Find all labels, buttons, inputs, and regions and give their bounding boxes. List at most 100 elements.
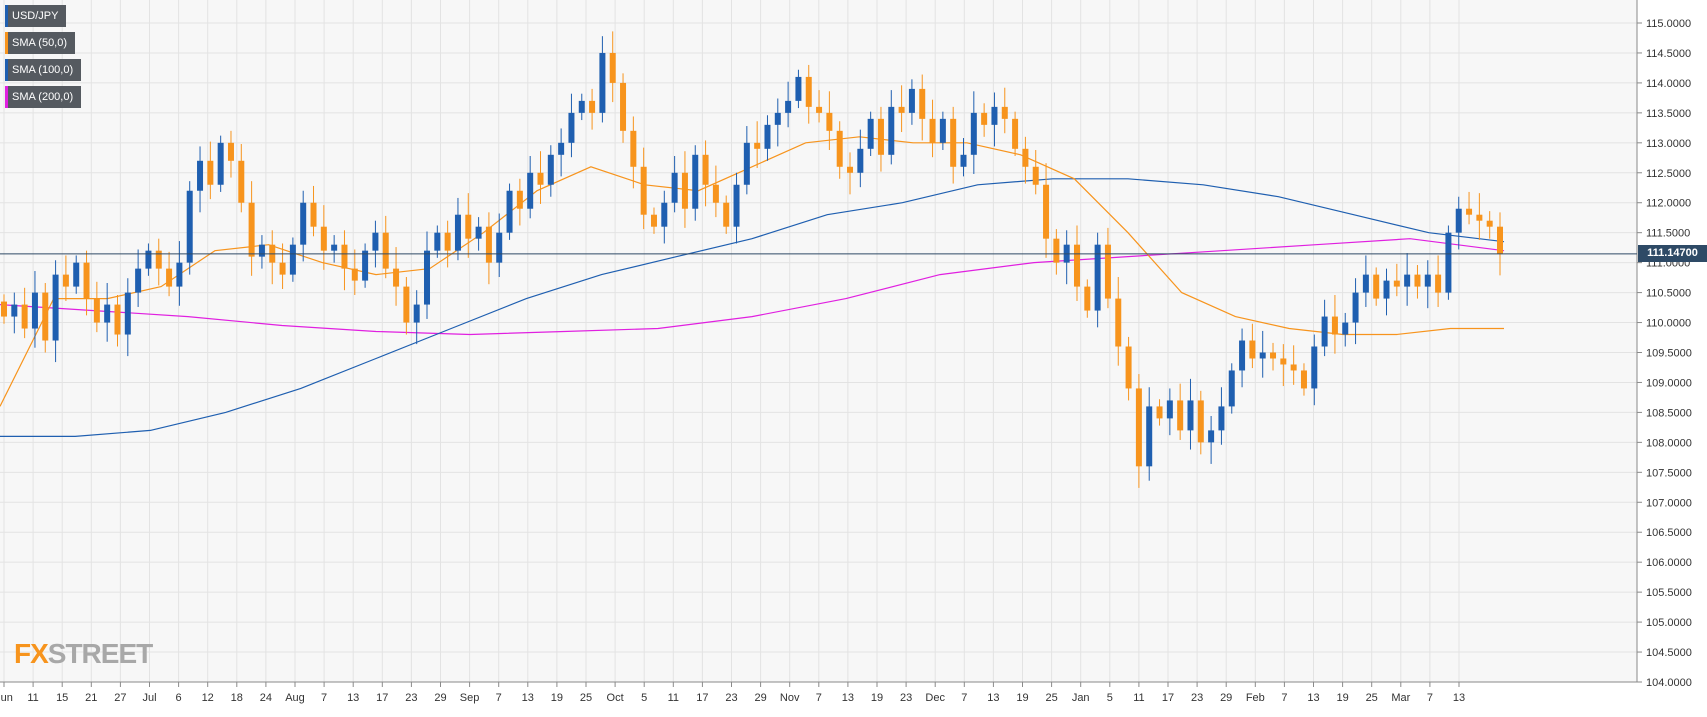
candle-body xyxy=(1362,274,1369,293)
x-tick-label: 7 xyxy=(961,692,967,704)
candle-body xyxy=(589,100,596,113)
candle-body xyxy=(960,154,967,167)
y-tick-label: 110.0000 xyxy=(1646,318,1691,330)
last-price-tag: 111.14700 xyxy=(1638,245,1707,262)
x-tick-label: 21 xyxy=(85,692,97,704)
candle-body xyxy=(816,106,823,113)
candle-body xyxy=(826,112,833,131)
legend: USD/JPY SMA (50,0) SMA (100,0) SMA (200,… xyxy=(5,5,82,113)
candle-body xyxy=(382,232,389,269)
candle-body xyxy=(362,250,369,281)
candle-body xyxy=(1197,400,1204,443)
candle-body xyxy=(733,184,740,227)
candle-body xyxy=(991,106,998,125)
candle-body xyxy=(847,166,854,173)
x-tick-label: 13 xyxy=(522,692,534,704)
x-tick-label: 17 xyxy=(696,692,708,704)
x-tick-label: 19 xyxy=(551,692,563,704)
candle-body xyxy=(723,202,730,227)
candle-body xyxy=(650,214,657,227)
x-tick-label: 27 xyxy=(114,692,126,704)
candle-body xyxy=(227,142,234,161)
x-tick-label: 13 xyxy=(842,692,854,704)
x-tick-label: 13 xyxy=(347,692,359,704)
x-tick-label: Jul xyxy=(142,692,156,704)
y-tick-label: 111.5000 xyxy=(1646,228,1690,240)
candle-body xyxy=(207,160,214,185)
x-tick-label: 25 xyxy=(1366,692,1378,704)
candle-body xyxy=(558,142,565,155)
candle-body xyxy=(217,142,224,185)
candle-body xyxy=(1424,274,1431,287)
candle-body xyxy=(857,148,864,173)
candle-body xyxy=(1290,364,1297,371)
candle-body xyxy=(1053,238,1060,263)
candle-body xyxy=(21,304,28,329)
candle-body xyxy=(166,268,173,287)
candle-body xyxy=(413,304,420,323)
candle-body xyxy=(52,274,59,341)
candle-body xyxy=(754,142,761,149)
candle-body xyxy=(1393,280,1400,287)
candle-body xyxy=(1311,346,1318,389)
candle-body xyxy=(1104,244,1111,299)
candle-body xyxy=(516,190,523,209)
legend-item-sma-100[interactable]: SMA (100,0) xyxy=(5,59,82,81)
candle-body xyxy=(743,142,750,185)
y-tick-label: 109.0000 xyxy=(1646,377,1692,389)
candle-body xyxy=(424,250,431,305)
candle-body xyxy=(1073,244,1080,287)
candle-body xyxy=(1497,226,1503,254)
y-tick-label: 113.5000 xyxy=(1646,108,1691,120)
candle-body xyxy=(1,301,7,317)
candle-body xyxy=(929,118,936,143)
candle-body xyxy=(465,214,472,239)
candle-body xyxy=(176,262,183,287)
candle-body xyxy=(1146,406,1153,467)
candle-body xyxy=(1280,358,1287,365)
candle-body xyxy=(372,232,379,251)
legend-item-sma-200[interactable]: SMA (200,0) xyxy=(5,86,82,108)
candle-body xyxy=(681,172,688,209)
candle-body xyxy=(877,118,884,155)
candle-body xyxy=(62,274,69,287)
candle-body xyxy=(1404,274,1411,287)
candle-body xyxy=(83,262,90,299)
candle-body xyxy=(1466,208,1473,215)
candle-body xyxy=(661,202,668,227)
candle-body xyxy=(785,100,792,113)
legend-item-sma-50[interactable]: SMA (50,0) xyxy=(5,32,76,54)
candle-body xyxy=(341,244,348,269)
x-tick-label: 7 xyxy=(496,692,502,704)
candle-body xyxy=(537,172,544,185)
x-tick-label: Jan xyxy=(1072,692,1090,704)
candle-body xyxy=(898,106,905,113)
legend-item-usdjpy[interactable]: USD/JPY xyxy=(5,5,67,27)
candle-body xyxy=(578,100,585,113)
candle-body xyxy=(1012,118,1019,149)
candle-body xyxy=(1022,148,1029,167)
candle-body xyxy=(124,292,131,335)
x-tick-label: 17 xyxy=(1162,692,1174,704)
x-tick-label: 7 xyxy=(1281,692,1287,704)
candle-body xyxy=(289,244,296,275)
x-tick-label: 18 xyxy=(231,692,243,704)
candle-body xyxy=(1373,274,1380,299)
candle-body xyxy=(238,160,245,203)
candle-body xyxy=(331,244,338,251)
candle-body xyxy=(300,202,307,245)
candle-body xyxy=(11,304,18,317)
candle-body xyxy=(630,130,637,167)
x-tick-label: Jun xyxy=(0,692,13,704)
candle-body xyxy=(939,118,946,143)
candle-body xyxy=(93,298,100,323)
x-tick-label: 11 xyxy=(1133,692,1144,704)
candle-body xyxy=(609,52,616,83)
candle-body xyxy=(1383,280,1390,299)
x-tick-label: 13 xyxy=(1453,692,1465,704)
candle-body xyxy=(475,226,482,239)
candle-body xyxy=(1300,370,1307,389)
candle-body xyxy=(640,166,647,215)
y-tick-label: 108.0000 xyxy=(1646,437,1692,449)
candle-body xyxy=(351,268,358,281)
